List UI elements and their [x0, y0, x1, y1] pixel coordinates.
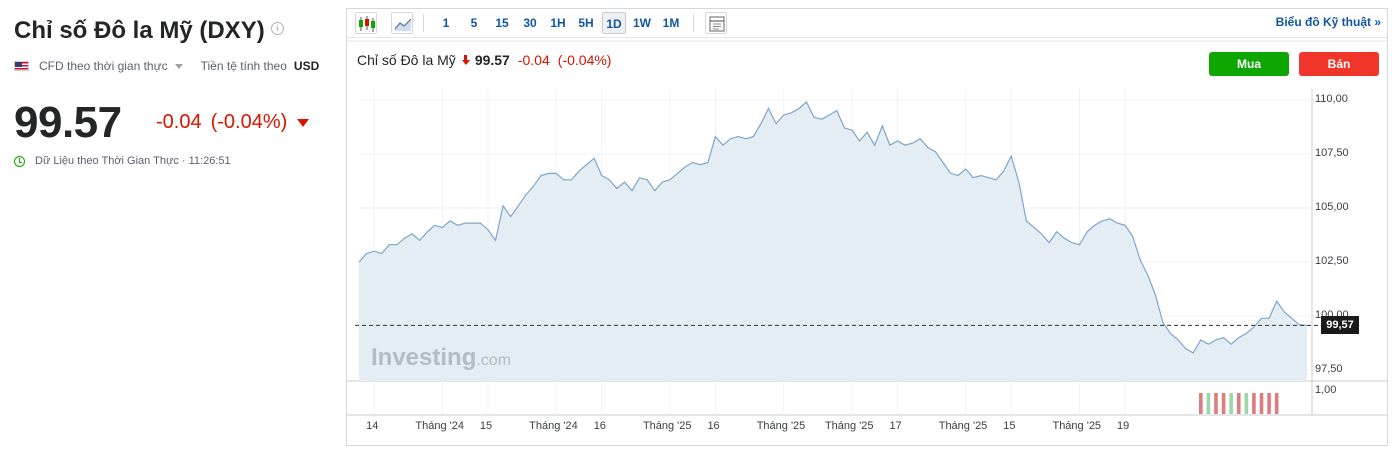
price-area-fill [359, 102, 1307, 381]
chart-change-percent: (-0.04%) [557, 52, 612, 68]
x-tick-label: 16 [707, 420, 720, 432]
technical-chart-link[interactable]: Biểu đồ Kỹ thuật » [1275, 15, 1381, 29]
volume-bar [1229, 393, 1233, 414]
candlestick-icon[interactable] [355, 12, 377, 34]
toolbar-divider [423, 14, 424, 32]
sell-button[interactable]: Bán [1299, 52, 1379, 76]
timeframe-1d[interactable]: 1D [602, 12, 626, 34]
timeframe-1h[interactable]: 1H [550, 16, 566, 30]
settings-panel-icon[interactable] [705, 12, 727, 34]
x-tick-label: 19 [1116, 420, 1130, 432]
down-arrow-icon [461, 55, 470, 65]
volume-bar [1259, 393, 1264, 414]
timeframe-15[interactable]: 15 [495, 16, 509, 30]
currency-value: USD [293, 59, 320, 73]
down-triangle-icon [297, 118, 310, 127]
chart-instrument-name: Chỉ số Đô la Mỹ [357, 52, 456, 68]
quote-type-label[interactable]: CFD theo thời gian thực [39, 59, 168, 73]
volume-bar [1267, 393, 1271, 414]
timeframe-1w[interactable]: 1W [633, 16, 651, 30]
instrument-panel: Chỉ số Đô la Mỹ (DXY) i CFD theo thời gia… [14, 0, 344, 460]
volume-tick-label: 1,00 [1315, 384, 1337, 396]
us-flag-icon [14, 61, 29, 71]
x-tick-label: Tháng '25 [938, 420, 988, 432]
chart-header-title: Chỉ số Đô la Mỹ 99.57 -0.04 (-0.04%) [357, 52, 611, 68]
chart-widget: 1 5 15 30 1H 5H 1D 1W 1M Biểu đồ Kỹ thuậ… [346, 8, 1388, 446]
y-tick-label: 102,50 [1315, 255, 1349, 268]
volume-bar [1214, 393, 1218, 414]
last-price-tag: 99,57 [1321, 316, 1359, 335]
last-price: 99.57 [14, 98, 122, 147]
x-tick-label: 15 [479, 420, 493, 432]
price-line [358, 101, 1308, 354]
realtime-status: Dữ Liệu theo Thời Gian Thực · 11:26:51 [14, 155, 231, 167]
volume-bar [1236, 393, 1241, 414]
instrument-title-text: Chỉ số Đô la Mỹ (DXY) [14, 17, 265, 44]
watermark-text: Investing [371, 344, 477, 371]
chart-price: 99.57 [474, 52, 510, 68]
watermark-suffix: .com [476, 352, 512, 369]
x-tick-label: Tháng '25 [642, 420, 692, 432]
chart-toolbar: 1 5 15 30 1H 5H 1D 1W 1M Biểu đồ Kỹ thuậ… [347, 9, 1387, 38]
toolbar-divider [693, 14, 694, 32]
volume-bar [1244, 393, 1249, 414]
realtime-label: Dữ Liệu theo Thời Gian Thực · 11:26:51 [35, 155, 231, 167]
chart-change: -0.04 [517, 52, 550, 68]
buy-button[interactable]: Mua [1209, 52, 1289, 76]
timeframe-1[interactable]: 1 [442, 16, 450, 30]
price-chart[interactable] [347, 9, 1387, 445]
x-tick-label: Tháng '25 [1052, 420, 1102, 432]
x-tick-label: 15 [1003, 420, 1016, 432]
y-tick-label: 105,00 [1315, 200, 1349, 213]
volume-bar [1274, 393, 1279, 414]
currency-label: Tiền tệ tính theo [200, 59, 287, 73]
area-chart-icon[interactable] [391, 12, 413, 34]
x-tick-label: 16 [593, 420, 606, 432]
info-icon[interactable]: i [270, 22, 284, 36]
x-tick-label: 17 [889, 420, 902, 432]
x-tick-label: Tháng '25 [824, 420, 874, 432]
x-tick-label: 14 [366, 420, 379, 432]
volume-bar [1206, 393, 1211, 414]
x-tick-label: Tháng '25 [756, 420, 806, 432]
instrument-title: Chỉ số Đô la Mỹ (DXY) i [14, 17, 284, 45]
chevron-down-icon[interactable] [174, 63, 183, 69]
volume-bar [1199, 393, 1203, 414]
y-tick-label: 97,50 [1315, 363, 1343, 376]
timeframe-30[interactable]: 30 [523, 16, 537, 30]
clock-icon [14, 155, 25, 167]
x-tick-label: Tháng '24 [415, 420, 465, 432]
price-change: -0.04 (-0.04%) [156, 111, 310, 134]
x-tick-label: Tháng '24 [529, 420, 578, 432]
timeframe-1m[interactable]: 1M [662, 16, 680, 30]
volume-bar [1221, 393, 1226, 414]
timeframe-5[interactable]: 5 [470, 16, 478, 30]
change-value: -0.04 [156, 111, 202, 133]
quote-meta: CFD theo thời gian thực Tiền tệ tính the… [14, 59, 319, 73]
y-tick-label: 107,50 [1315, 146, 1349, 159]
change-percent: (-0.04%) [210, 111, 288, 133]
timeframe-5h[interactable]: 5H [578, 16, 594, 30]
investing-watermark: Investing.com [371, 344, 511, 372]
volume-bar [1252, 393, 1256, 414]
y-tick-label: 110,00 [1315, 92, 1348, 105]
